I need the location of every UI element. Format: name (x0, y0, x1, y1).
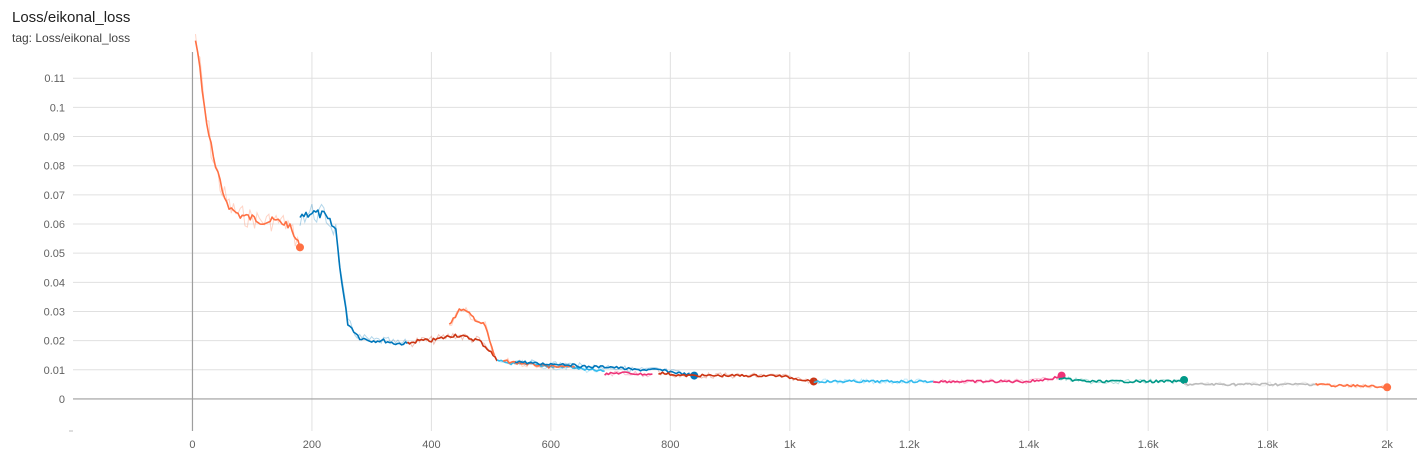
series-line (658, 371, 815, 384)
y-tick-label: 0.01 (44, 365, 65, 377)
series-line (194, 40, 301, 248)
axes (69, 52, 1417, 432)
series-raw-line (657, 370, 814, 384)
series-raw-line (195, 34, 301, 248)
series-lines (194, 34, 1392, 392)
x-tick-label: 1.4k (1018, 439, 1039, 451)
series-raw-line (299, 203, 408, 345)
x-tick-label: 800 (661, 439, 679, 451)
series-raw-line (502, 357, 576, 370)
y-tick-label: 0.03 (44, 306, 65, 318)
y-tick-label: 0.02 (44, 336, 65, 348)
series-line (604, 371, 653, 376)
y-tick-label: 0.06 (44, 219, 65, 231)
y-tick-label: 0.11 (44, 73, 65, 85)
series-line (299, 209, 408, 346)
tick-labels: 0 0.01 0.02 0.03 0.04 0.05 0.06 0.07 0.08 0.09 0.1… (44, 73, 1394, 451)
series-line (813, 379, 934, 384)
y-tick-label: 0.09 (44, 132, 65, 144)
series-line (933, 374, 1062, 384)
y-tick-label: 0.08 (44, 161, 65, 173)
series-line (406, 333, 498, 362)
grid-lines (73, 52, 1417, 431)
y-tick-label: 0.05 (44, 248, 65, 260)
series-line (502, 359, 575, 369)
series-end-marker (295, 243, 304, 252)
y-tick-label: 0.1 (50, 102, 65, 114)
series-end-marker (1180, 375, 1189, 384)
series-line (1184, 382, 1316, 387)
series-line (1315, 382, 1388, 389)
chart-header: Loss/eikonal_loss tag: Loss/eikonal_loss (12, 8, 130, 46)
chart-title: Loss/eikonal_loss (12, 9, 131, 26)
series-end-marker (809, 377, 818, 386)
y-tick-label: 0.04 (44, 277, 65, 289)
x-tick-label: 200 (303, 439, 321, 451)
x-tick-label: 2k (1381, 439, 1393, 451)
series-line (1058, 377, 1185, 384)
chart-tag: tag: Loss/eikonal_loss (12, 31, 131, 45)
series-raw-line (449, 306, 495, 356)
x-tick-label: 1k (784, 439, 796, 451)
x-tick-label: 1.8k (1257, 439, 1278, 451)
y-tick-label: 0.07 (44, 190, 65, 202)
x-tick-label: 1.2k (899, 439, 920, 451)
y-tick-label: 0 (59, 394, 65, 406)
series-end-marker (1383, 383, 1392, 392)
series-line (514, 360, 695, 377)
series-line (448, 308, 495, 356)
x-tick-label: 400 (422, 439, 440, 451)
x-tick-label: 600 (542, 439, 560, 451)
x-tick-label: 1.6k (1138, 439, 1159, 451)
x-tick-label: 0 (189, 439, 195, 451)
